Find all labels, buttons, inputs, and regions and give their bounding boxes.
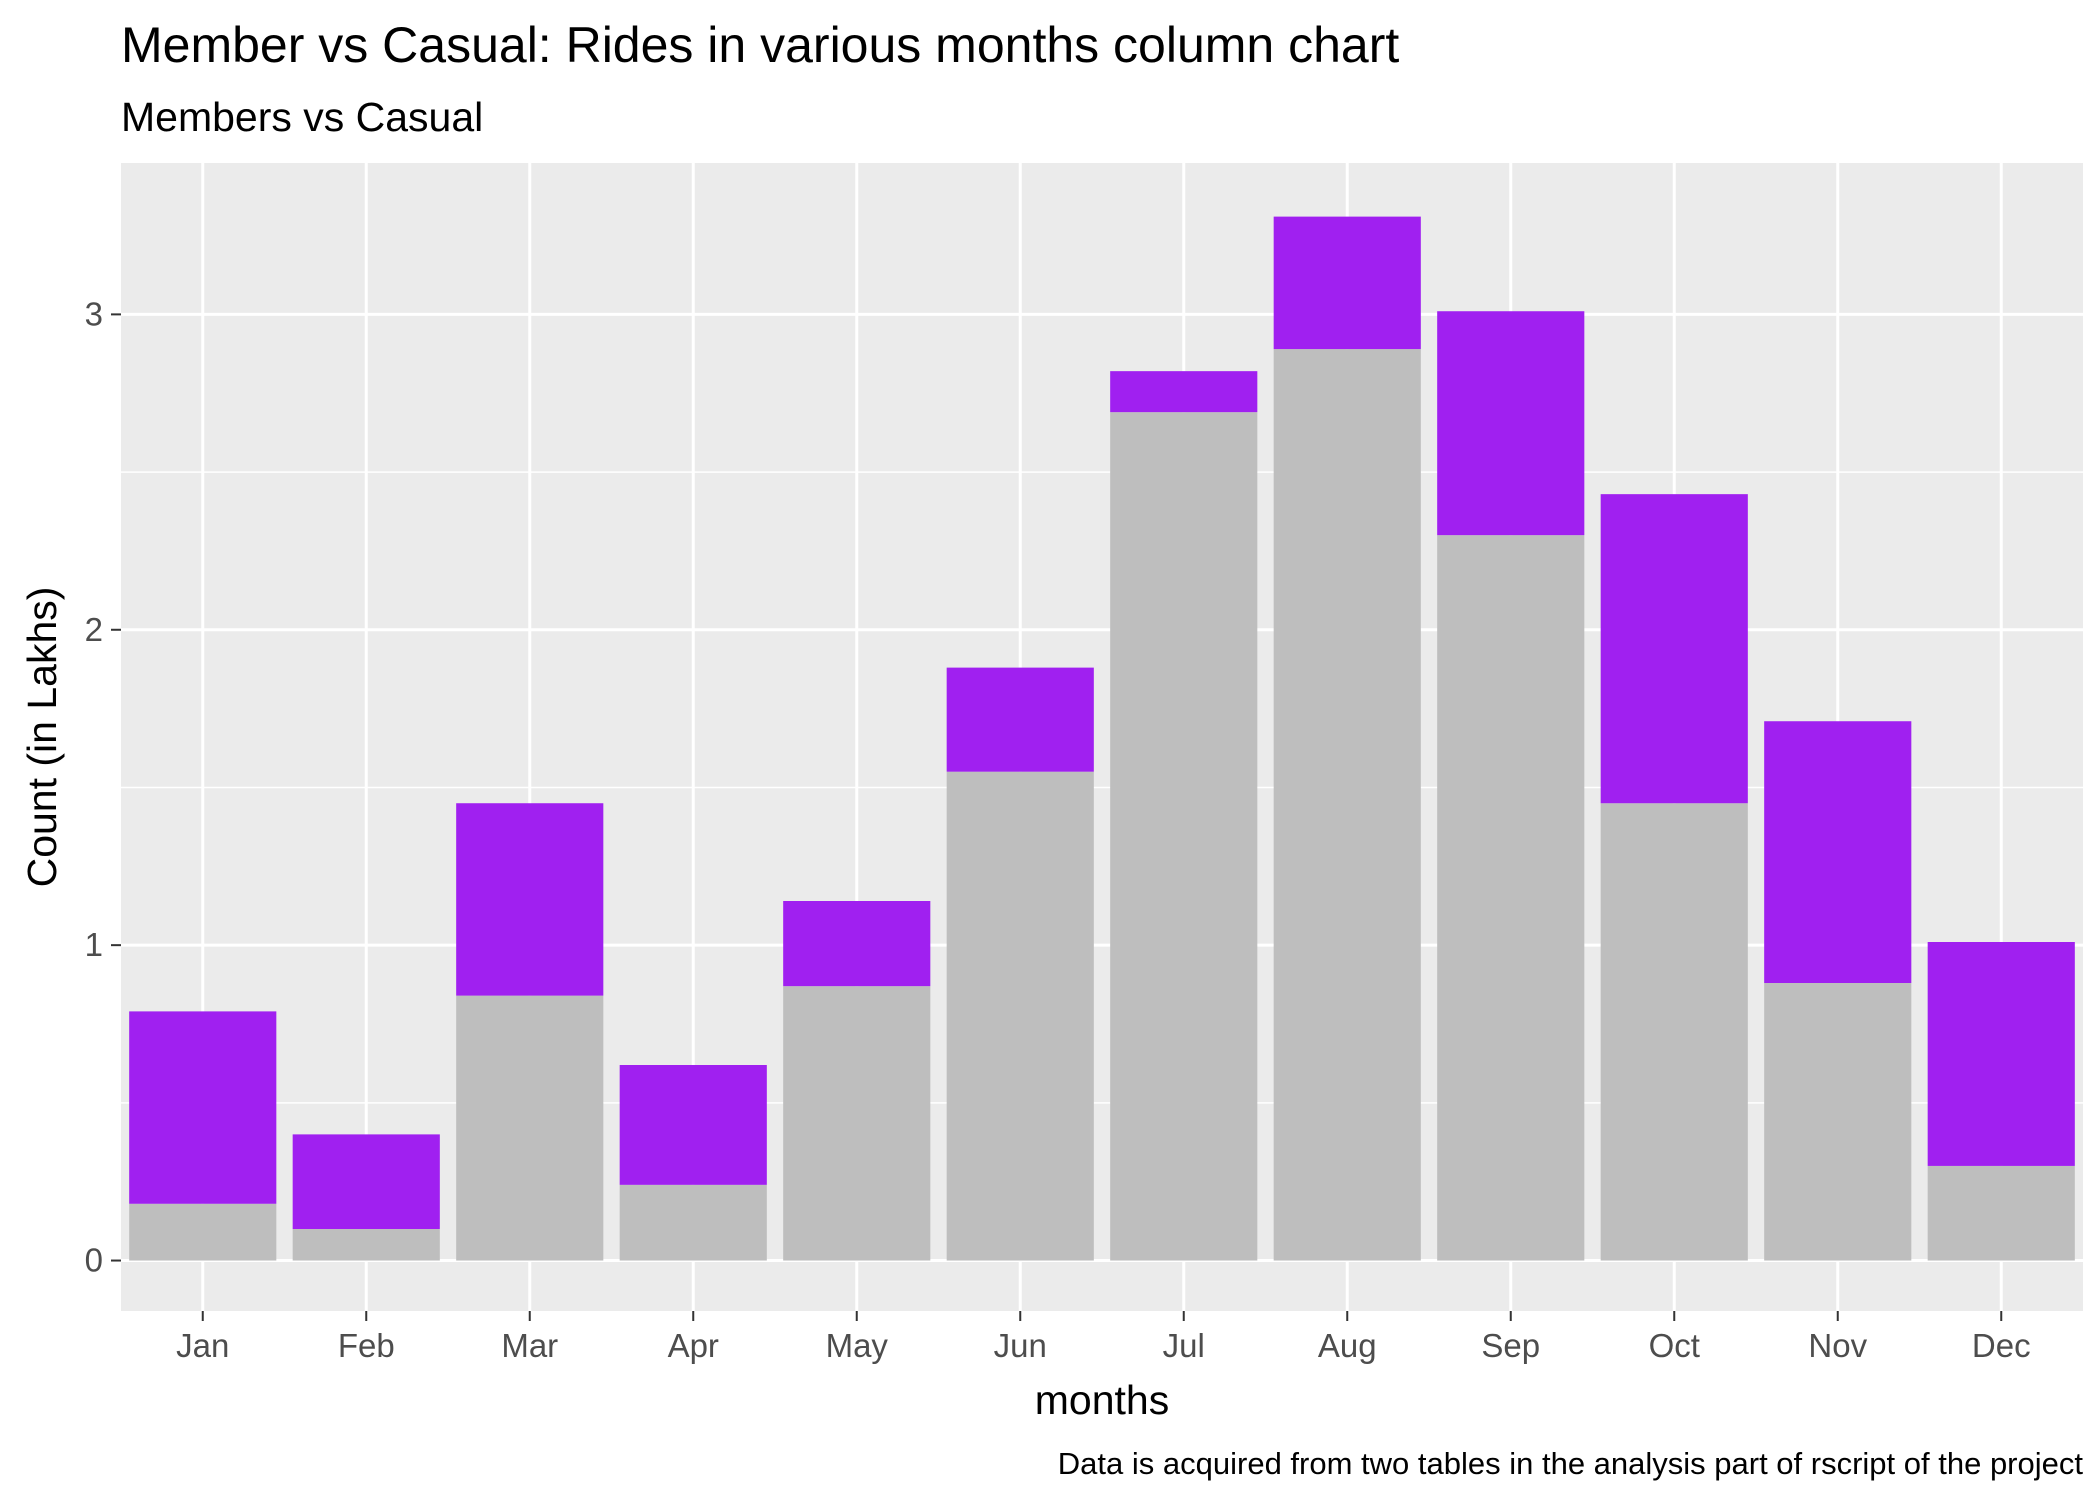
bar-apr-series-2	[619, 1065, 767, 1185]
bar-feb-series-2	[292, 1134, 440, 1229]
bars	[129, 216, 2075, 1261]
chart-title: Member vs Casual: Rides in various month…	[121, 17, 1399, 73]
y-tick-label: 2	[85, 611, 103, 648]
x-axis: Jan Feb Mar Apr May Jun Jul Aug Sep Oct Nov Dec	[176, 1311, 2031, 1364]
x-tick-label: Aug	[1318, 1327, 1377, 1364]
x-tick-label: Jun	[994, 1327, 1047, 1364]
bar-nov-series-2	[1764, 721, 1912, 983]
y-axis: 0 1 2 3	[85, 295, 121, 1279]
y-tick-label: 0	[85, 1242, 103, 1279]
chart-caption: Data is acquired from two tables in the …	[1058, 1446, 2084, 1481]
bar-aug-series-1	[1273, 349, 1421, 1261]
x-tick-label: Mar	[501, 1327, 558, 1364]
bar-sep-series-2	[1437, 311, 1585, 536]
bar-jul-series-1	[1110, 412, 1258, 1261]
bar-jul-series-2	[1110, 371, 1258, 413]
bar-dec-series-2	[1927, 942, 2075, 1166]
x-tick-label: Oct	[1649, 1327, 1700, 1364]
bar-dec-series-1	[1927, 1165, 2075, 1261]
x-axis-title: months	[1035, 1377, 1169, 1423]
plot-panel	[121, 163, 2083, 1311]
bar-oct-series-2	[1600, 494, 1748, 804]
x-tick-label: Sep	[1481, 1327, 1540, 1364]
y-tick-label: 3	[85, 295, 103, 332]
bar-nov-series-1	[1764, 983, 1912, 1261]
bar-may-series-1	[783, 986, 931, 1261]
bar-jun-series-1	[946, 771, 1094, 1261]
bar-may-series-2	[783, 901, 931, 987]
bar-apr-series-1	[619, 1184, 767, 1261]
x-tick-label: Jan	[176, 1327, 229, 1364]
x-tick-label: Jul	[1163, 1327, 1205, 1364]
x-tick-label: Feb	[338, 1327, 395, 1364]
chart-subtitle: Members vs Casual	[121, 94, 483, 140]
bar-mar-series-2	[456, 803, 604, 996]
x-tick-label: Nov	[1808, 1327, 1867, 1364]
x-tick-label: May	[826, 1327, 889, 1364]
bar-mar-series-1	[456, 995, 604, 1261]
bar-oct-series-1	[1600, 803, 1748, 1261]
bar-jan-series-2	[129, 1011, 277, 1204]
x-tick-label: Dec	[1972, 1327, 2031, 1364]
x-tick-label: Apr	[668, 1327, 719, 1364]
bar-feb-series-1	[292, 1229, 440, 1261]
bar-jun-series-2	[946, 667, 1094, 772]
bar-jan-series-1	[129, 1203, 277, 1261]
y-axis-title: Count (in Lakhs)	[19, 587, 65, 888]
bar-aug-series-2	[1273, 216, 1421, 350]
bar-sep-series-1	[1437, 535, 1585, 1261]
y-tick-label: 1	[85, 926, 103, 963]
